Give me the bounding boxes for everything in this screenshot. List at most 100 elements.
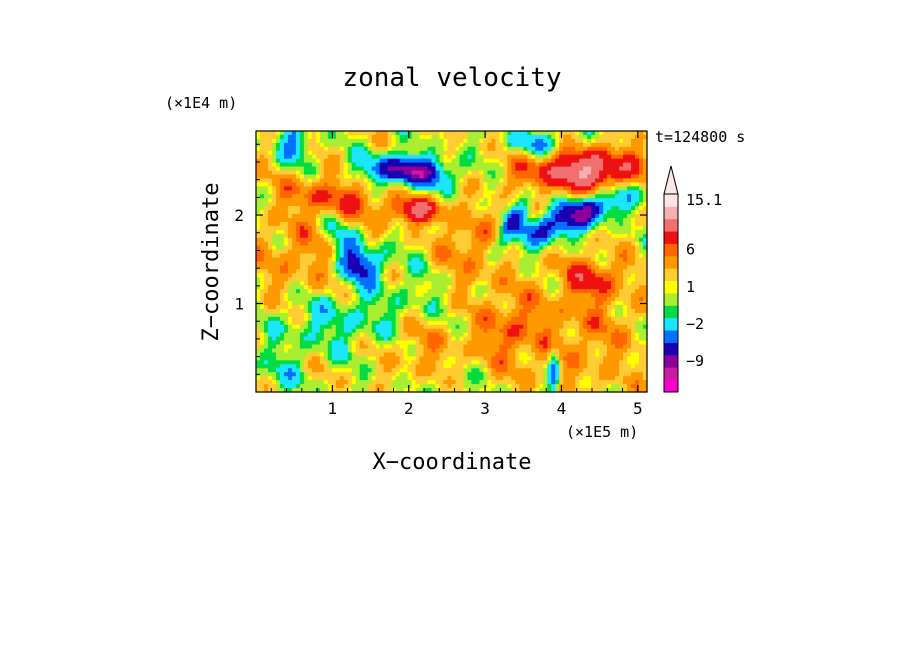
field-cell bbox=[595, 210, 600, 215]
field-cell bbox=[511, 285, 516, 290]
field-cell bbox=[623, 269, 628, 274]
field-cell bbox=[443, 225, 449, 231]
field-cell bbox=[535, 261, 540, 267]
field-cell bbox=[403, 182, 409, 187]
field-cell bbox=[311, 214, 317, 219]
field-cell bbox=[327, 190, 333, 195]
field-cell bbox=[355, 273, 361, 278]
field-cell bbox=[327, 253, 333, 259]
field-cell bbox=[639, 170, 644, 176]
field-cell bbox=[595, 214, 600, 219]
field-cell bbox=[455, 210, 461, 215]
field-cell bbox=[263, 245, 269, 251]
field-cell bbox=[311, 131, 317, 136]
field-cell bbox=[419, 225, 425, 231]
field-cell bbox=[407, 146, 413, 152]
field-cell bbox=[299, 320, 305, 326]
field-cell bbox=[467, 257, 473, 263]
field-cell bbox=[523, 146, 528, 152]
field-cell bbox=[503, 229, 508, 235]
field-cell bbox=[383, 328, 389, 334]
field-cell bbox=[339, 301, 345, 306]
field-cell bbox=[303, 241, 309, 247]
field-cell bbox=[491, 162, 496, 168]
field-cell bbox=[339, 261, 345, 267]
field-cell bbox=[259, 162, 265, 168]
field-cell bbox=[439, 261, 445, 267]
field-cell bbox=[475, 138, 481, 144]
field-cell bbox=[475, 301, 481, 306]
field-cell bbox=[303, 316, 309, 322]
field-cell bbox=[639, 277, 644, 282]
field-cell bbox=[375, 194, 381, 199]
field-cell bbox=[271, 162, 277, 168]
field-cell bbox=[439, 206, 445, 211]
field-cell bbox=[295, 261, 301, 267]
field-cell bbox=[323, 166, 329, 172]
field-cell bbox=[631, 174, 636, 180]
field-cell bbox=[519, 186, 524, 191]
field-cell bbox=[363, 178, 369, 183]
field-cell bbox=[555, 170, 560, 176]
field-cell bbox=[275, 142, 281, 148]
field-cell bbox=[507, 186, 512, 191]
field-cell bbox=[451, 285, 457, 290]
field-cell bbox=[423, 265, 429, 270]
field-cell bbox=[443, 297, 449, 302]
field-cell bbox=[415, 210, 421, 215]
field-cell bbox=[539, 170, 544, 176]
field-cell bbox=[395, 182, 401, 187]
field-cell bbox=[619, 229, 624, 235]
field-cell bbox=[279, 214, 285, 219]
field-cell bbox=[579, 186, 584, 191]
field-cell bbox=[539, 146, 544, 152]
field-cell bbox=[459, 210, 465, 215]
field-cell bbox=[539, 225, 544, 231]
field-cell bbox=[535, 158, 540, 164]
field-cell bbox=[275, 154, 281, 160]
field-cell bbox=[391, 221, 397, 227]
field-cell bbox=[507, 273, 512, 278]
field-cell bbox=[479, 134, 485, 140]
field-cell bbox=[615, 178, 620, 183]
field-cell bbox=[643, 142, 648, 148]
field-cell bbox=[471, 206, 477, 211]
field-cell bbox=[431, 281, 437, 286]
field-cell bbox=[455, 245, 461, 251]
field-cell bbox=[259, 186, 265, 191]
field-cell bbox=[359, 218, 365, 223]
field-cell bbox=[563, 320, 568, 326]
field-cell bbox=[495, 138, 500, 144]
field-cell bbox=[507, 316, 512, 322]
field-cell bbox=[395, 131, 401, 136]
field-cell bbox=[619, 218, 624, 223]
field-cell bbox=[443, 245, 449, 251]
field-cell bbox=[379, 210, 385, 215]
field-cell bbox=[527, 253, 532, 259]
field-cell bbox=[423, 293, 429, 298]
field-cell bbox=[367, 328, 373, 334]
field-cell bbox=[643, 166, 648, 172]
field-cell bbox=[447, 261, 453, 267]
field-cell bbox=[499, 316, 504, 322]
field-cell bbox=[583, 265, 588, 270]
field-cell bbox=[587, 328, 592, 334]
field-cell bbox=[491, 206, 496, 211]
field-cell bbox=[615, 166, 620, 172]
field-cell bbox=[471, 142, 477, 148]
field-cell bbox=[303, 221, 309, 227]
field-cell bbox=[347, 174, 353, 180]
field-cell bbox=[551, 162, 556, 168]
field-cell bbox=[383, 221, 389, 227]
field-cell bbox=[379, 265, 385, 270]
field-cell bbox=[575, 320, 580, 326]
field-cell bbox=[559, 269, 564, 274]
field-cell bbox=[583, 214, 588, 219]
field-cell bbox=[327, 162, 333, 168]
field-cell bbox=[643, 170, 648, 176]
field-cell bbox=[407, 174, 413, 180]
field-cell bbox=[315, 142, 321, 148]
field-cell bbox=[555, 218, 560, 223]
field-cell bbox=[295, 134, 301, 140]
field-cell bbox=[543, 142, 548, 148]
